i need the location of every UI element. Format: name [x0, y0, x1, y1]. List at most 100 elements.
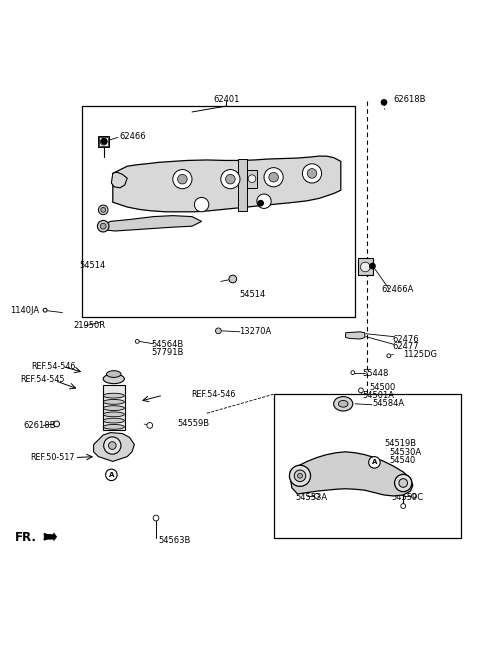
Text: 54553A: 54553A: [295, 493, 327, 502]
Circle shape: [369, 456, 380, 468]
Circle shape: [302, 164, 322, 183]
Polygon shape: [44, 533, 57, 541]
Circle shape: [359, 388, 363, 393]
Ellipse shape: [338, 400, 348, 407]
Circle shape: [97, 220, 109, 232]
Text: A: A: [372, 459, 377, 466]
Circle shape: [369, 263, 376, 269]
Circle shape: [387, 354, 391, 358]
Circle shape: [395, 474, 412, 492]
Text: 62476: 62476: [393, 334, 419, 343]
Ellipse shape: [334, 396, 353, 411]
Circle shape: [98, 205, 108, 215]
Ellipse shape: [103, 374, 124, 384]
Text: 54500: 54500: [370, 383, 396, 392]
Text: 54563B: 54563B: [158, 536, 191, 545]
Circle shape: [135, 339, 139, 343]
Ellipse shape: [103, 400, 124, 404]
Text: 1140JA: 1140JA: [10, 305, 39, 315]
Text: A: A: [108, 472, 114, 478]
Text: 54501A: 54501A: [362, 390, 395, 400]
Circle shape: [401, 504, 406, 508]
Text: 54564B: 54564B: [151, 340, 183, 349]
Circle shape: [307, 169, 317, 178]
Text: REF.54-545: REF.54-545: [20, 375, 65, 385]
Text: 13270A: 13270A: [239, 327, 271, 336]
Text: FR.: FR.: [15, 531, 37, 543]
Polygon shape: [111, 173, 127, 188]
Polygon shape: [94, 432, 134, 462]
Bar: [274, 394, 461, 538]
Circle shape: [100, 139, 107, 145]
Text: 54540: 54540: [390, 456, 416, 466]
Text: 55448: 55448: [362, 369, 389, 378]
Text: REF.50-517: REF.50-517: [30, 453, 74, 462]
Text: 54530A: 54530A: [390, 448, 422, 457]
Polygon shape: [346, 332, 365, 339]
Polygon shape: [101, 216, 202, 231]
Text: 62485: 62485: [271, 186, 298, 195]
Polygon shape: [290, 452, 413, 496]
Bar: [99, 137, 108, 146]
Circle shape: [54, 421, 60, 427]
Polygon shape: [113, 156, 341, 212]
Circle shape: [108, 441, 116, 449]
Circle shape: [221, 169, 240, 189]
Text: 54559C: 54559C: [391, 493, 423, 502]
Circle shape: [43, 308, 47, 312]
Ellipse shape: [103, 405, 124, 411]
Circle shape: [216, 328, 221, 334]
Text: 62401: 62401: [214, 94, 240, 103]
Circle shape: [360, 262, 370, 272]
Text: 21950R: 21950R: [73, 321, 105, 330]
Text: 62618B: 62618B: [394, 94, 426, 103]
Circle shape: [229, 275, 237, 283]
Text: 54514: 54514: [79, 261, 106, 270]
Text: 54514: 54514: [239, 290, 265, 299]
Circle shape: [106, 469, 117, 481]
Bar: [247, 169, 257, 188]
Circle shape: [104, 437, 121, 454]
Circle shape: [351, 371, 355, 375]
Text: 62466A: 62466A: [382, 285, 414, 294]
Bar: [82, 106, 355, 317]
Ellipse shape: [103, 424, 124, 429]
Circle shape: [399, 479, 408, 487]
Circle shape: [101, 138, 108, 145]
Circle shape: [194, 198, 209, 212]
Circle shape: [289, 465, 311, 487]
Ellipse shape: [103, 418, 124, 423]
Bar: [98, 137, 109, 147]
Text: 57791B: 57791B: [151, 348, 183, 357]
Circle shape: [173, 169, 192, 189]
Circle shape: [257, 194, 271, 209]
Ellipse shape: [107, 371, 121, 377]
Ellipse shape: [103, 412, 124, 417]
Text: 54519B: 54519B: [384, 439, 416, 447]
Circle shape: [100, 223, 106, 229]
Circle shape: [248, 175, 256, 182]
Circle shape: [294, 470, 306, 481]
Circle shape: [269, 173, 278, 182]
Text: 1125DG: 1125DG: [403, 350, 437, 359]
Ellipse shape: [103, 393, 124, 398]
Circle shape: [298, 473, 302, 478]
Circle shape: [153, 515, 159, 521]
Circle shape: [381, 99, 387, 106]
Text: 54584A: 54584A: [372, 400, 404, 408]
Text: 62477: 62477: [393, 342, 419, 351]
Text: 54559B: 54559B: [178, 419, 210, 428]
Text: 62618B: 62618B: [23, 421, 56, 430]
Text: REF.54-546: REF.54-546: [191, 390, 235, 399]
Circle shape: [264, 167, 283, 187]
Circle shape: [411, 494, 416, 498]
Text: REF.54-546: REF.54-546: [31, 362, 75, 371]
Text: 62466: 62466: [119, 132, 145, 141]
Bar: [358, 258, 373, 275]
Circle shape: [147, 422, 153, 428]
Bar: [103, 385, 125, 430]
Circle shape: [314, 494, 319, 498]
Circle shape: [178, 175, 187, 184]
Circle shape: [226, 175, 235, 184]
Circle shape: [101, 207, 106, 213]
